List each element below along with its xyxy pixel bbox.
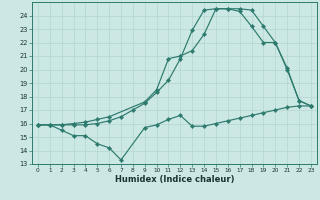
X-axis label: Humidex (Indice chaleur): Humidex (Indice chaleur) xyxy=(115,175,234,184)
